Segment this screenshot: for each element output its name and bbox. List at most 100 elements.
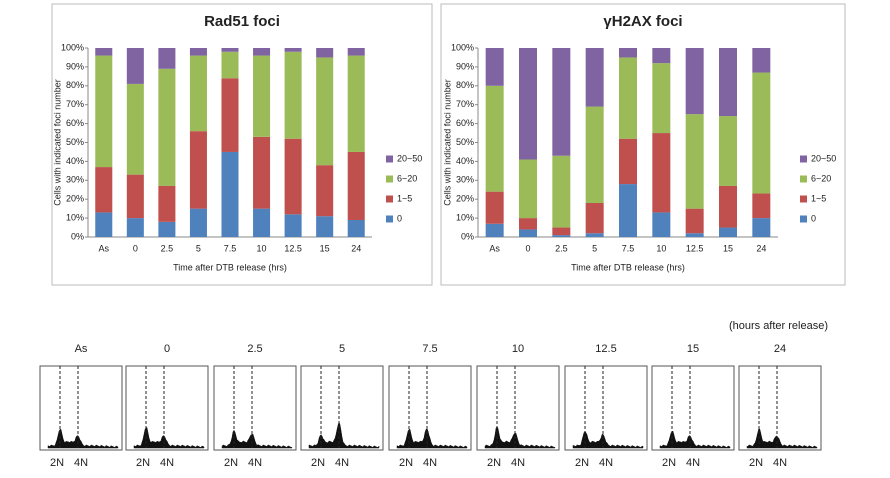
panel-label: 10 [512,343,524,355]
legend-swatch [386,155,393,163]
histogram [133,427,205,449]
bar-segment [126,48,144,84]
y-tick-label: 70% [66,99,84,109]
x-axis-title: Time after DTB release (hrs) [173,262,287,272]
x-tick-label: As [489,243,500,253]
bar-segment [189,55,207,132]
x-tick-label: 0 [525,243,530,253]
histogram-frame [476,365,560,451]
peak-marker-label: 4N [160,457,174,469]
peak-marker-label: 2N [662,457,676,469]
bar-segment [519,159,537,219]
bar-segment [719,185,737,228]
bar-segment [347,219,365,237]
peak-marker-label: 4N [511,457,525,469]
bar-segment [519,218,537,230]
bar-segment [95,167,113,213]
chart-title: γH2AX foci [603,13,682,30]
bar-segment [585,48,604,107]
bar-segment [189,208,207,237]
legend-label: 1~5 [811,193,826,203]
peak-marker-label: 4N [248,457,262,469]
bar-segment [316,165,334,217]
x-tick-label: 15 [320,243,330,253]
chart-frame [440,3,846,286]
legend-label: 0 [397,213,402,223]
bar-segment [158,48,176,69]
chart-title: Rad51 foci [204,13,280,30]
bar-segment [585,233,604,237]
x-tick-label: 0 [133,243,138,253]
x-tick-label: 10 [257,243,267,253]
y-tick-label: 90% [66,61,84,71]
bar-segment [619,138,637,185]
bar-segment [316,48,334,58]
bar-segment [552,227,571,236]
bar-segment [619,48,637,58]
x-tick-label: 24 [351,243,361,253]
y-tick-label: 0% [461,231,474,241]
panel-label: 12.5 [595,343,616,355]
histogram [659,430,731,449]
bar-segment [284,51,302,139]
bar-segment [719,116,737,186]
peak-marker-label: 2N [136,457,150,469]
bar-segment [485,191,504,224]
bar-segment [221,48,239,52]
bar-segment [158,221,176,237]
peak-marker-label: 2N [575,457,589,469]
bar-segment [347,151,365,220]
histogram [396,428,468,449]
bar-segment [685,48,704,115]
bar-segment [347,48,365,56]
bar-segment [685,233,704,237]
legend-swatch [386,215,393,223]
y-tick-label: 100% [61,42,84,52]
bar-segment [585,202,604,234]
bar-segment [585,106,604,203]
bar-segment [316,216,334,237]
histogram-frame [300,365,384,451]
peak-marker-label: 2N [749,457,763,469]
peak-marker-label: 2N [224,457,238,469]
x-tick-label: 10 [656,243,666,253]
x-tick-label: As [99,243,110,253]
peak-marker-label: 2N [399,457,413,469]
y-tick-label: 70% [456,99,474,109]
peak-marker-label: 4N [686,457,700,469]
legend-swatch [800,195,807,203]
bar-segment [619,184,637,237]
histogram-frame [125,365,209,451]
legend-swatch [800,175,807,183]
y-tick-label: 10% [66,212,84,222]
bar-segment [485,85,504,192]
y-tick-label: 30% [456,175,474,185]
y-tick-label: 80% [66,80,84,90]
x-tick-label: 12.5 [284,243,302,253]
bar-segment [685,114,704,209]
legend-label: 20~50 [811,153,836,163]
bar-segment [158,185,176,222]
bar-segment [347,55,365,152]
bar-segment [253,136,271,209]
bar-segment [221,151,239,237]
histogram-frame [651,365,735,451]
histogram-frame [738,365,822,451]
peak-marker-label: 2N [50,457,64,469]
legend-label: 6~20 [397,173,417,183]
bar-segment [752,72,771,194]
y-tick-label: 60% [456,118,474,128]
histogram-frame [39,365,123,451]
legend-swatch [800,155,807,163]
peak-marker-label: 4N [423,457,437,469]
panel-label: 5 [339,343,345,355]
bar-segment [619,57,637,139]
peak-marker-label: 4N [773,457,787,469]
x-tick-label: 24 [756,243,766,253]
legend-swatch [386,195,393,203]
panel-label: 0 [164,343,170,355]
legend-swatch [800,215,807,223]
bar-segment [652,133,671,213]
bar-segment [284,48,302,52]
bar-segment [221,51,239,79]
